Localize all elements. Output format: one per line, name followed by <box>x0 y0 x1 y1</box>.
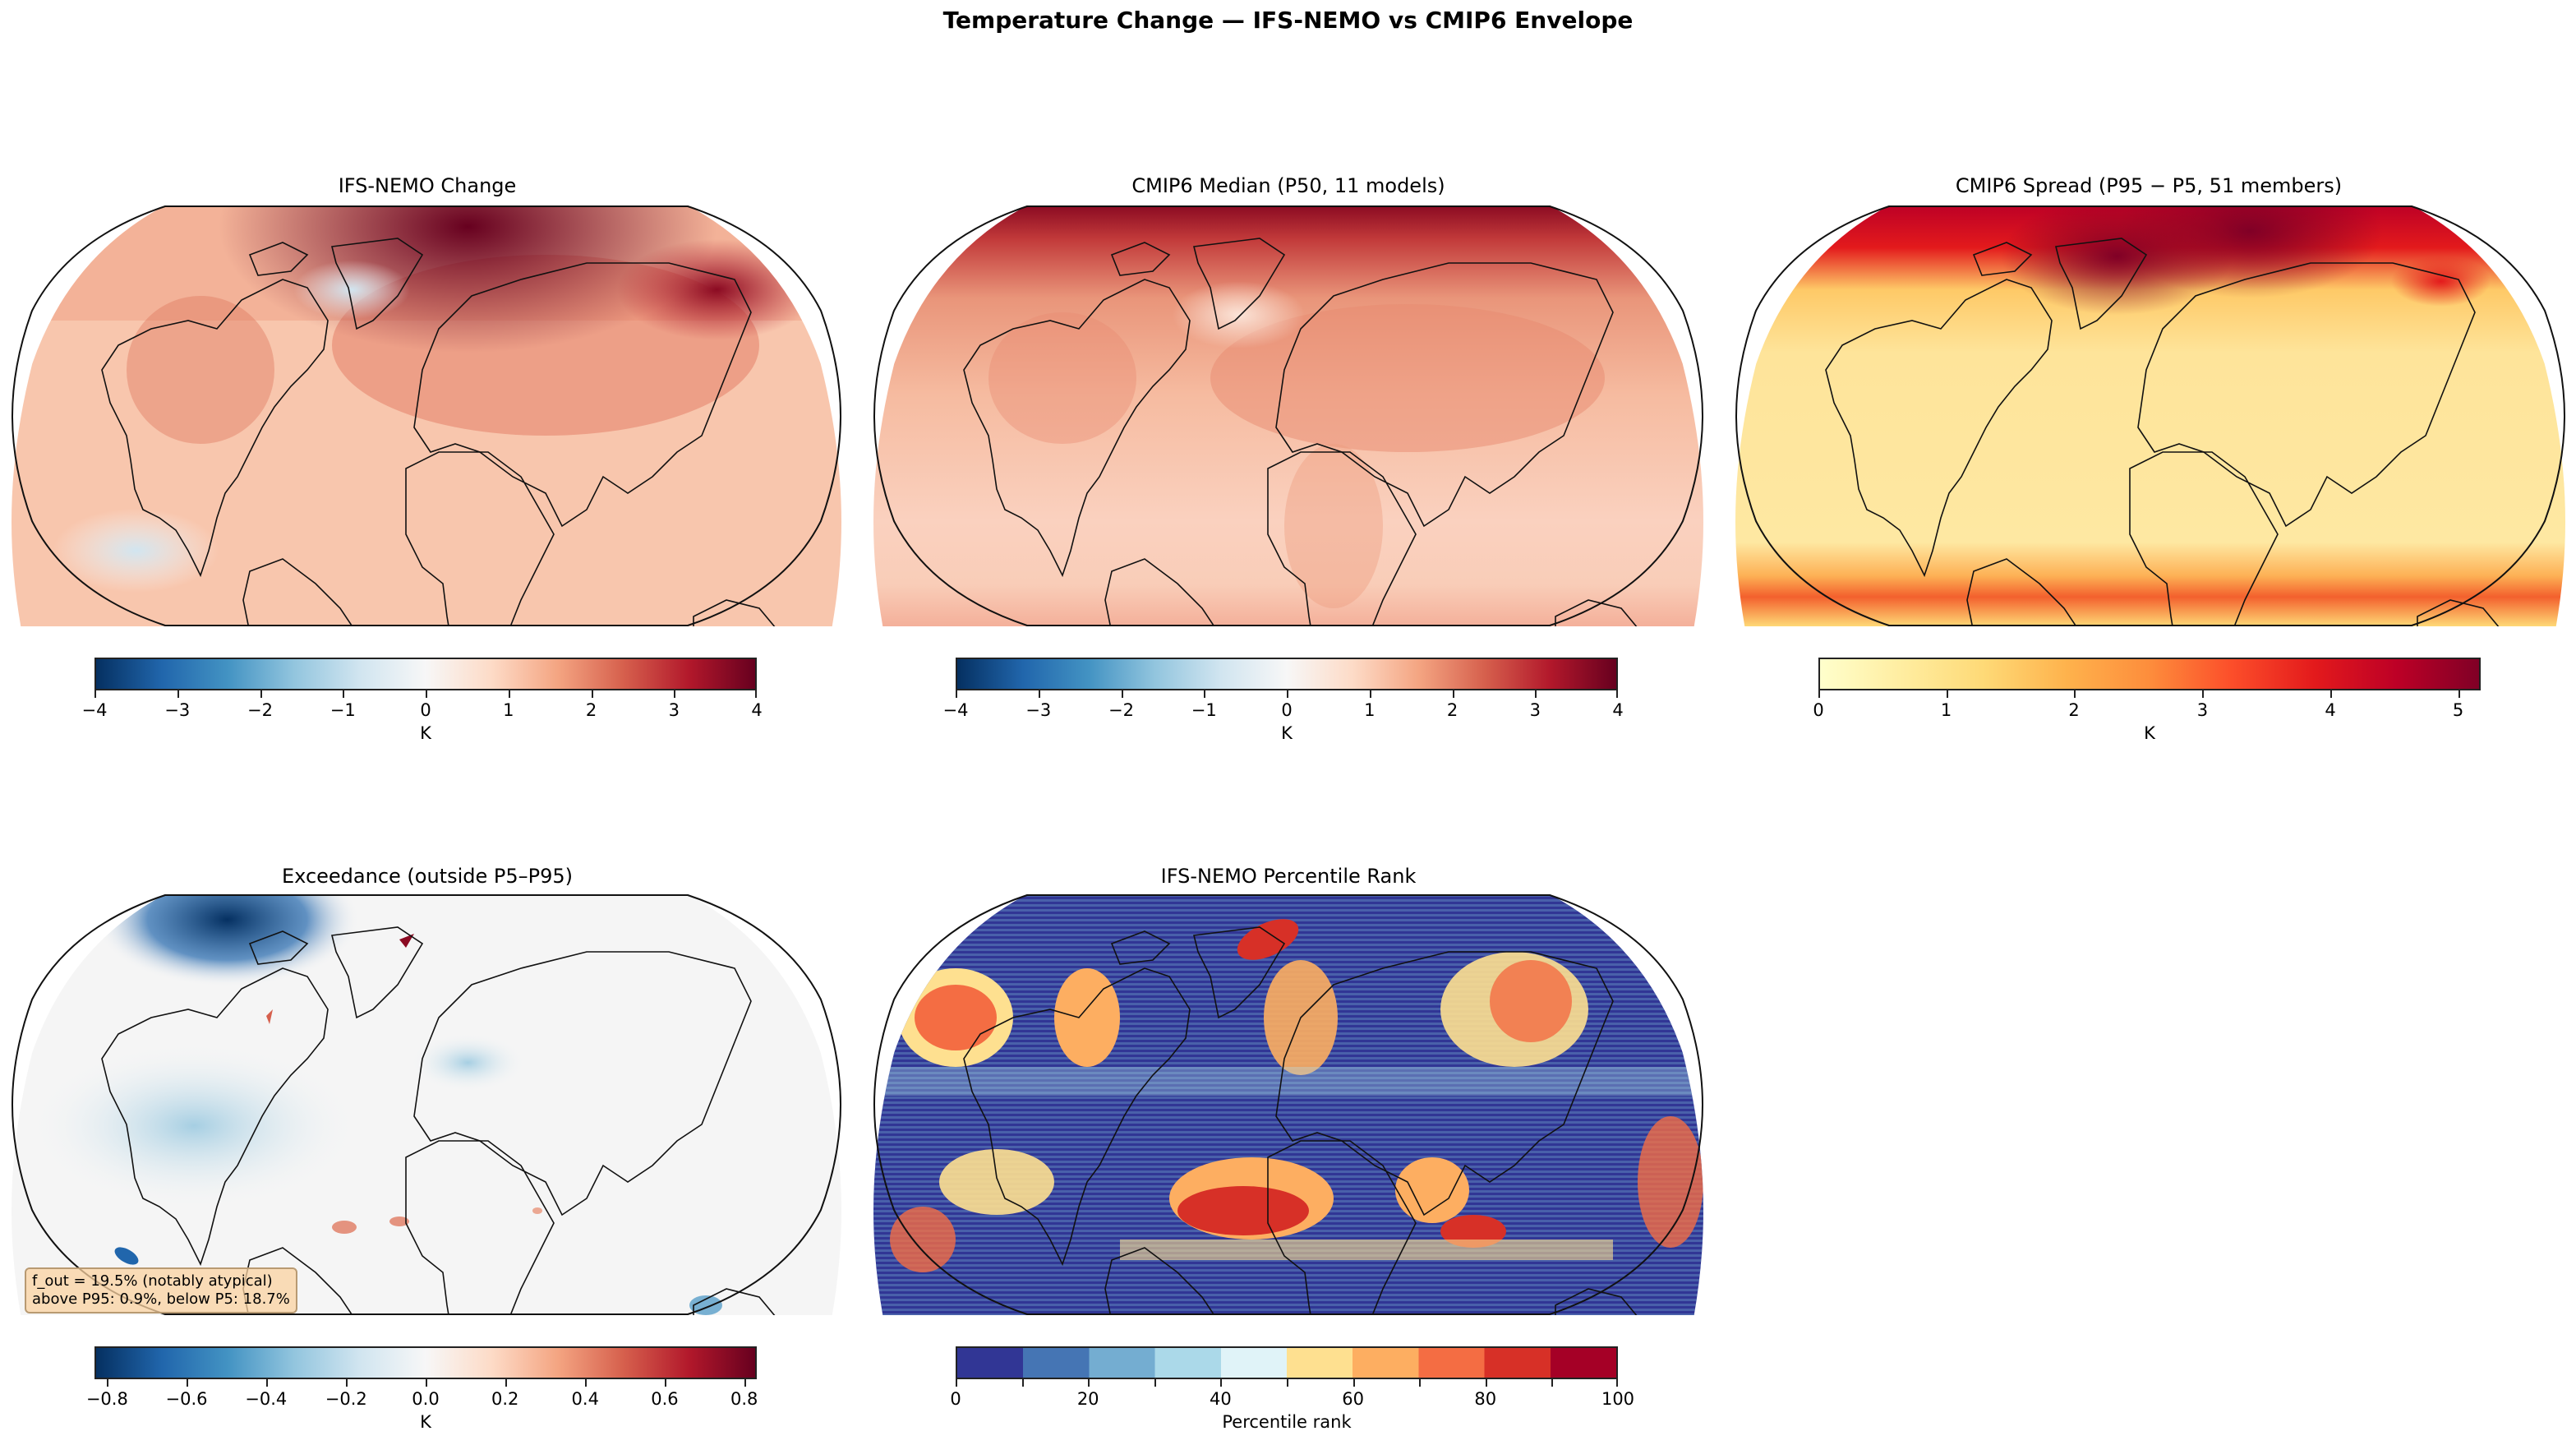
tick-label: 2 <box>2068 700 2080 720</box>
map-cmip6-spread <box>1735 205 2565 626</box>
tick-label: −2 <box>247 700 273 720</box>
panel-title-cmip6-median: CMIP6 Median (P50, 11 models) <box>1131 174 1445 197</box>
colorbar-label-3: K <box>2144 723 2155 743</box>
tick-label: 0.6 <box>651 1389 679 1409</box>
tick-label: 0.2 <box>491 1389 519 1409</box>
colorbar-ifs-nemo-change <box>94 658 757 690</box>
tick-label: 1 <box>1364 700 1376 720</box>
tick-label: 4 <box>1612 700 1624 720</box>
tick-label: 0.8 <box>730 1389 758 1409</box>
map-exceedance <box>12 894 841 1315</box>
tick-label: 0.0 <box>412 1389 440 1409</box>
colorbar-percentile-rank <box>956 1346 1618 1379</box>
map-cmip6-median <box>873 205 1703 626</box>
colorbar-label-2: K <box>1281 723 1293 743</box>
colorbar-label-1: K <box>420 723 431 743</box>
tick-label: 1 <box>1940 700 1952 720</box>
tick-label: 0 <box>950 1389 961 1409</box>
colorbar-cmip6-median <box>956 658 1618 690</box>
colorbar-ticks-5: 0 20 40 60 80 100 <box>950 1379 1634 1420</box>
exceedance-stats-annotation: f_out = 19.5% (notably atypical) above P… <box>25 1267 297 1313</box>
tick-label: 2 <box>585 700 597 720</box>
panel-title-cmip6-spread: CMIP6 Spread (P95 − P5, 51 members) <box>1955 174 2343 197</box>
tick-label: 80 <box>1474 1389 1497 1409</box>
colorbar-ticks-4: −0.8 −0.6 −0.4 −0.2 0.0 0.2 0.4 0.6 0.8 <box>86 1379 758 1420</box>
tick-label: 0 <box>1813 700 1824 720</box>
tick-label: 60 <box>1342 1389 1364 1409</box>
panel-title-exceedance: Exceedance (outside P5–P95) <box>282 865 573 888</box>
colorbar-ticks-2: −4 −3 −2 −1 0 1 2 3 4 <box>943 690 1624 732</box>
tick-label: −0.8 <box>85 1389 128 1409</box>
tick-label: −2 <box>1108 700 1134 720</box>
colorbar-ticks-3: 0 1 2 3 4 5 <box>1813 690 2481 732</box>
tick-label: 1 <box>503 700 514 720</box>
annotation-line-above-below: above P95: 0.9%, below P5: 18.7% <box>32 1290 290 1308</box>
colorbar-label-4: K <box>420 1412 431 1432</box>
tick-label: −3 <box>1025 700 1052 720</box>
map-ifs-nemo-change <box>12 205 841 626</box>
tick-label: 4 <box>751 700 763 720</box>
tick-label: 0 <box>420 700 431 720</box>
tick-label: 0.4 <box>571 1389 599 1409</box>
map-percentile-rank <box>873 894 1703 1315</box>
tick-label: −0.6 <box>165 1389 208 1409</box>
tick-label: −1 <box>329 700 356 720</box>
tick-label: 0 <box>1281 700 1293 720</box>
tick-label: 2 <box>1446 700 1459 720</box>
colorbar-exceedance <box>94 1346 757 1379</box>
panel-title-ifs-nemo-change: IFS-NEMO Change <box>338 174 517 197</box>
tick-label: 20 <box>1076 1389 1099 1409</box>
tick-label: −0.2 <box>325 1389 367 1409</box>
colorbar-ticks-1: −4 −3 −2 −1 0 1 2 3 4 <box>82 690 763 732</box>
tick-label: 3 <box>2196 700 2209 720</box>
tick-label: 100 <box>1601 1389 1635 1409</box>
tick-label: 5 <box>2452 700 2464 720</box>
tick-label: −0.4 <box>245 1389 288 1409</box>
tick-label: −4 <box>81 700 108 720</box>
tick-label: 4 <box>2325 700 2336 720</box>
tick-label: 40 <box>1210 1389 1232 1409</box>
tick-label: −3 <box>164 700 191 720</box>
tick-label: 3 <box>1529 700 1541 720</box>
tick-label: −4 <box>942 700 969 720</box>
figure-suptitle: Temperature Change — IFS-NEMO vs CMIP6 E… <box>942 7 1634 34</box>
tick-label: −1 <box>1191 700 1217 720</box>
colorbar-label-5: Percentile rank <box>1222 1412 1352 1432</box>
tick-label: 3 <box>668 700 680 720</box>
colorbar-cmip6-spread <box>1818 658 2481 690</box>
annotation-line-f-out: f_out = 19.5% (notably atypical) <box>32 1272 273 1290</box>
panel-title-percentile-rank: IFS-NEMO Percentile Rank <box>1160 865 1417 888</box>
